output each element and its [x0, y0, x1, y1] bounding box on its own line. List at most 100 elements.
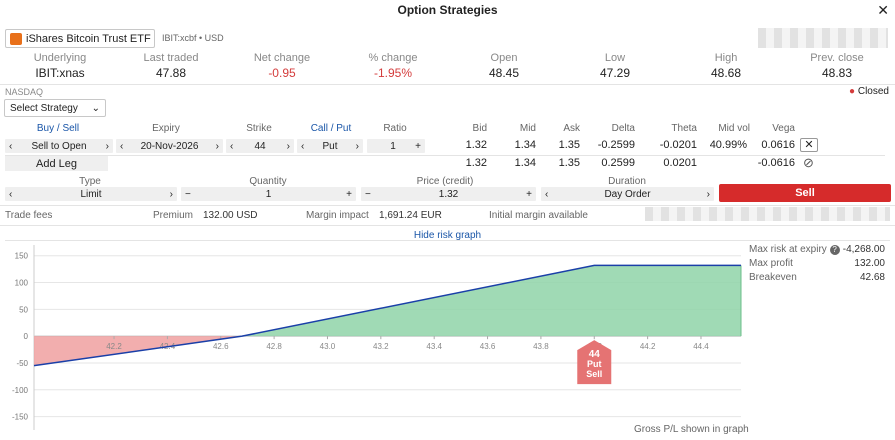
order-quantity-label: Quantity	[249, 176, 287, 187]
header-midvol: Mid vol	[718, 123, 750, 134]
leg-delta: -0.2599	[597, 139, 635, 151]
order-type-stepper[interactable]: ‹ Limit ›	[5, 187, 177, 201]
y-tick-label: -150	[12, 413, 29, 422]
chevron-left-icon[interactable]: ‹	[9, 188, 13, 200]
strike-marker-label: Sell	[586, 369, 602, 379]
buysell-stepper[interactable]: ‹ Sell to Open ›	[5, 139, 113, 153]
total-bid: 1.32	[465, 157, 487, 169]
strike-marker-label: 44	[589, 349, 601, 360]
divider	[5, 240, 890, 241]
chevron-left-icon[interactable]: ‹	[9, 140, 13, 152]
y-tick-label: 100	[15, 279, 29, 288]
quantity-stepper[interactable]: − 1 +	[181, 187, 356, 201]
quote-value: -0.95	[268, 66, 296, 80]
header-mid: Mid	[519, 123, 536, 134]
max-profit-value: 132.00	[854, 258, 885, 269]
quote-value: -1.95%	[373, 66, 413, 80]
chevron-right-icon[interactable]: ›	[215, 140, 219, 152]
duration-stepper[interactable]: ‹ Day Order ›	[541, 187, 714, 201]
x-tick-label: 42.2	[106, 342, 122, 351]
chevron-left-icon[interactable]: ‹	[120, 140, 124, 152]
trade-fees-label: Trade fees	[5, 210, 53, 221]
instrument-code: IBIT:xcbf • USD	[162, 33, 224, 43]
chart-footer-note: Gross P/L shown in graph	[634, 424, 749, 435]
chevron-left-icon[interactable]: ‹	[545, 188, 549, 200]
plus-icon[interactable]: +	[346, 188, 352, 200]
header-callput: Call / Put	[310, 123, 352, 134]
chevron-right-icon[interactable]: ›	[706, 188, 710, 200]
chevron-left-icon[interactable]: ‹	[230, 140, 234, 152]
header-ratio: Ratio	[383, 123, 407, 134]
leg-vega: 0.0616	[761, 139, 795, 151]
quote-value: 47.29	[599, 66, 631, 80]
quote-header: % change	[368, 52, 418, 64]
profit-area	[242, 265, 741, 337]
hide-risk-graph-link[interactable]: Hide risk graph	[413, 230, 482, 241]
max-risk-label: Max risk at expiry ?	[749, 244, 840, 255]
header-delta: Delta	[611, 123, 635, 134]
quote-value: 48.45	[488, 66, 520, 80]
header-bid: Bid	[472, 123, 487, 134]
plus-icon[interactable]: +	[415, 140, 421, 152]
premium-value: 132.00 USD	[203, 210, 258, 221]
chevron-right-icon[interactable]: ›	[286, 140, 290, 152]
block-icon: ⊘	[803, 155, 814, 170]
x-tick-label: 44.2	[640, 342, 656, 351]
x-tick-label: 43.4	[426, 342, 442, 351]
close-icon[interactable]: ✕	[877, 2, 889, 18]
header-strike: Strike	[246, 123, 272, 134]
chevron-left-icon[interactable]: ‹	[301, 140, 305, 152]
instrument-logo-icon	[10, 32, 22, 45]
market-status: ● Closed	[849, 86, 889, 97]
window-title: Option Strategies	[397, 3, 498, 17]
add-leg-button[interactable]: Add Leg	[5, 156, 108, 171]
y-tick-label: 0	[24, 332, 29, 341]
strike-marker-label: Put	[587, 359, 602, 369]
order-price-label: Price (credit)	[416, 176, 474, 187]
breakeven-value: 42.68	[859, 272, 885, 283]
strike-stepper[interactable]: ‹ 44 ›	[226, 139, 294, 153]
quote-value: 47.88	[155, 66, 187, 80]
info-icon[interactable]: ?	[829, 245, 840, 255]
y-tick-label: -100	[12, 386, 29, 395]
chevron-right-icon[interactable]: ›	[169, 188, 173, 200]
total-vega: -0.0616	[757, 157, 795, 169]
remove-leg-icon[interactable]: ✕	[800, 138, 818, 152]
header-ask: Ask	[563, 123, 580, 134]
sell-button[interactable]: Sell	[719, 184, 891, 202]
ratio-stepper[interactable]: 1 +	[367, 139, 425, 153]
instrument-name: iShares Bitcoin Trust ETF	[26, 32, 151, 45]
divider	[0, 225, 895, 226]
expiry-stepper[interactable]: ‹ 20-Nov-2026 ›	[116, 139, 223, 153]
header-vega: Vega	[772, 123, 795, 134]
account-info	[758, 28, 888, 48]
y-tick-label: 50	[19, 305, 28, 314]
divider	[0, 205, 895, 206]
minus-icon[interactable]: −	[185, 188, 191, 200]
quote-header: Underlying	[33, 52, 87, 64]
plus-icon[interactable]: +	[526, 188, 532, 200]
chevron-right-icon[interactable]: ›	[355, 140, 359, 152]
quote-header: Open	[490, 52, 518, 64]
quote-header: High	[714, 52, 738, 64]
margin-impact-value: 1,691.24 EUR	[379, 210, 442, 221]
status-dot-icon: ●	[849, 86, 856, 97]
price-stepper[interactable]: − 1.32 +	[361, 187, 536, 201]
x-tick-label: 43.2	[373, 342, 389, 351]
order-duration-label: Duration	[608, 176, 646, 187]
total-ask: 1.35	[558, 157, 580, 169]
strategy-select[interactable]: Select Strategy ⌄	[4, 99, 106, 117]
breakeven-label: Breakeven	[749, 272, 797, 283]
callput-stepper[interactable]: ‹ Put ›	[297, 139, 363, 153]
quote-value: 48.68	[710, 66, 742, 80]
divider	[5, 155, 885, 156]
minus-icon[interactable]: −	[365, 188, 371, 200]
max-profit-label: Max profit	[749, 258, 793, 269]
total-mid: 1.34	[514, 157, 536, 169]
x-tick-label: 42.6	[213, 342, 229, 351]
pl-line	[33, 264, 741, 367]
max-risk-value: -4,268.00	[842, 244, 885, 255]
instrument-selector[interactable]: iShares Bitcoin Trust ETF	[5, 29, 155, 48]
premium-label: Premium	[153, 210, 194, 221]
chevron-right-icon[interactable]: ›	[105, 140, 109, 152]
